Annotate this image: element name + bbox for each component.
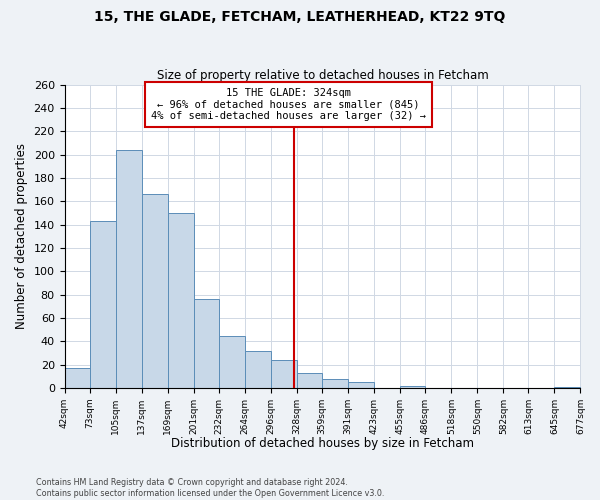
Bar <box>271 360 297 388</box>
Bar <box>142 194 168 388</box>
Bar <box>65 368 90 388</box>
Bar <box>116 150 142 388</box>
Bar <box>168 213 194 388</box>
Text: Contains HM Land Registry data © Crown copyright and database right 2024.
Contai: Contains HM Land Registry data © Crown c… <box>36 478 385 498</box>
Bar <box>348 382 374 388</box>
Bar <box>245 351 271 388</box>
Bar <box>219 336 245 388</box>
Bar <box>554 387 580 388</box>
Bar <box>90 221 116 388</box>
Text: 15 THE GLADE: 324sqm
← 96% of detached houses are smaller (845)
4% of semi-detac: 15 THE GLADE: 324sqm ← 96% of detached h… <box>151 88 426 121</box>
Bar <box>400 386 425 388</box>
Bar <box>297 373 322 388</box>
Text: 15, THE GLADE, FETCHAM, LEATHERHEAD, KT22 9TQ: 15, THE GLADE, FETCHAM, LEATHERHEAD, KT2… <box>94 10 506 24</box>
Y-axis label: Number of detached properties: Number of detached properties <box>15 144 28 330</box>
Title: Size of property relative to detached houses in Fetcham: Size of property relative to detached ho… <box>157 69 488 82</box>
X-axis label: Distribution of detached houses by size in Fetcham: Distribution of detached houses by size … <box>171 437 474 450</box>
Bar <box>322 379 348 388</box>
Bar <box>194 300 219 388</box>
